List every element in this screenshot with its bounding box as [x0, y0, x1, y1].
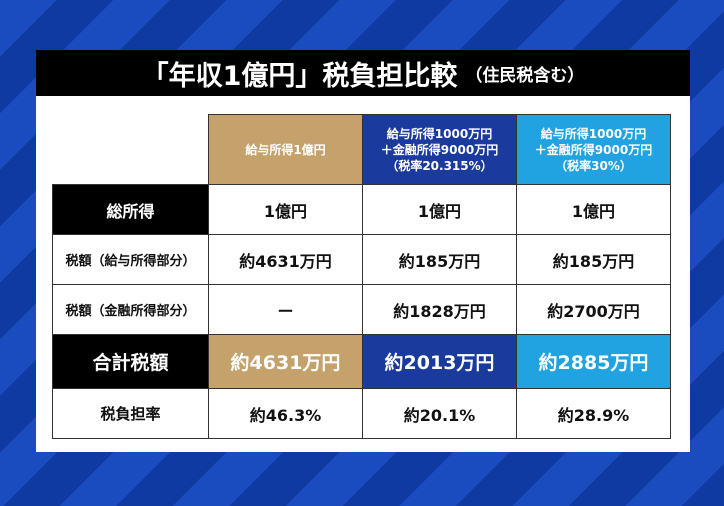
- header-line: 給与所得1億円: [245, 142, 326, 157]
- cell: 約28.9%: [516, 388, 671, 439]
- cell: 1億円: [362, 184, 517, 235]
- header-line: 給与所得1000万円: [386, 126, 493, 141]
- header-financial-20: 給与所得1000万円 ＋金融所得9000万円 （税率20.315%）: [362, 114, 517, 185]
- cell: ー: [208, 284, 363, 335]
- table-row: 税額（給与所得部分） 約4631万円 約185万円 約185万円: [52, 234, 671, 285]
- title-bar: 「年収1億円」税負担比較 （住民税含む）: [36, 50, 690, 96]
- header-empty: [52, 114, 209, 185]
- cell: 約185万円: [516, 234, 671, 285]
- header-line: （税率20.315%）: [386, 158, 493, 173]
- cell: 約2885万円: [516, 334, 671, 389]
- row-label: 税額（金融所得部分）: [52, 284, 209, 335]
- header-line: ＋金融所得9000万円: [534, 142, 653, 157]
- comparison-panel: 給与所得1億円 給与所得1000万円 ＋金融所得9000万円 （税率20.315%）…: [36, 96, 690, 452]
- subtitle: （住民税含む）: [465, 65, 585, 86]
- cell: 約2013万円: [362, 334, 517, 389]
- cell: 約1828万円: [362, 284, 517, 335]
- table-row: 総所得 1億円 1億円 1億円: [52, 184, 671, 235]
- table-row: 税額（金融所得部分） ー 約1828万円 約2700万円: [52, 284, 671, 335]
- tax-comparison-table: 給与所得1億円 給与所得1000万円 ＋金融所得9000万円 （税率20.315%）…: [52, 114, 671, 439]
- cell: 約4631万円: [208, 334, 363, 389]
- cell: 1億円: [516, 184, 671, 235]
- header-financial-30: 給与所得1000万円 ＋金融所得9000万円 （税率30%）: [516, 114, 671, 185]
- table-row: 税負担率 約46.3% 約20.1% 約28.9%: [52, 388, 671, 439]
- cell: 約20.1%: [362, 388, 517, 439]
- cell: 約4631万円: [208, 234, 363, 285]
- cell: 約185万円: [362, 234, 517, 285]
- header-line: 給与所得1000万円: [540, 126, 647, 141]
- title: 「年収1億円」税負担比較: [141, 60, 458, 92]
- header-row: 給与所得1億円 給与所得1000万円 ＋金融所得9000万円 （税率20.315%）…: [52, 114, 671, 185]
- row-label: 合計税額: [52, 334, 209, 389]
- row-label: 税負担率: [52, 388, 209, 439]
- cell: 約46.3%: [208, 388, 363, 439]
- row-label: 税額（給与所得部分）: [52, 234, 209, 285]
- cell: 1億円: [208, 184, 363, 235]
- header-salary-only: 給与所得1億円: [208, 114, 363, 185]
- cell: 約2700万円: [516, 284, 671, 335]
- row-label: 総所得: [52, 184, 209, 235]
- total-row: 合計税額 約4631万円 約2013万円 約2885万円: [52, 334, 671, 389]
- header-line: （税率30%）: [555, 158, 632, 173]
- header-line: ＋金融所得9000万円: [380, 142, 499, 157]
